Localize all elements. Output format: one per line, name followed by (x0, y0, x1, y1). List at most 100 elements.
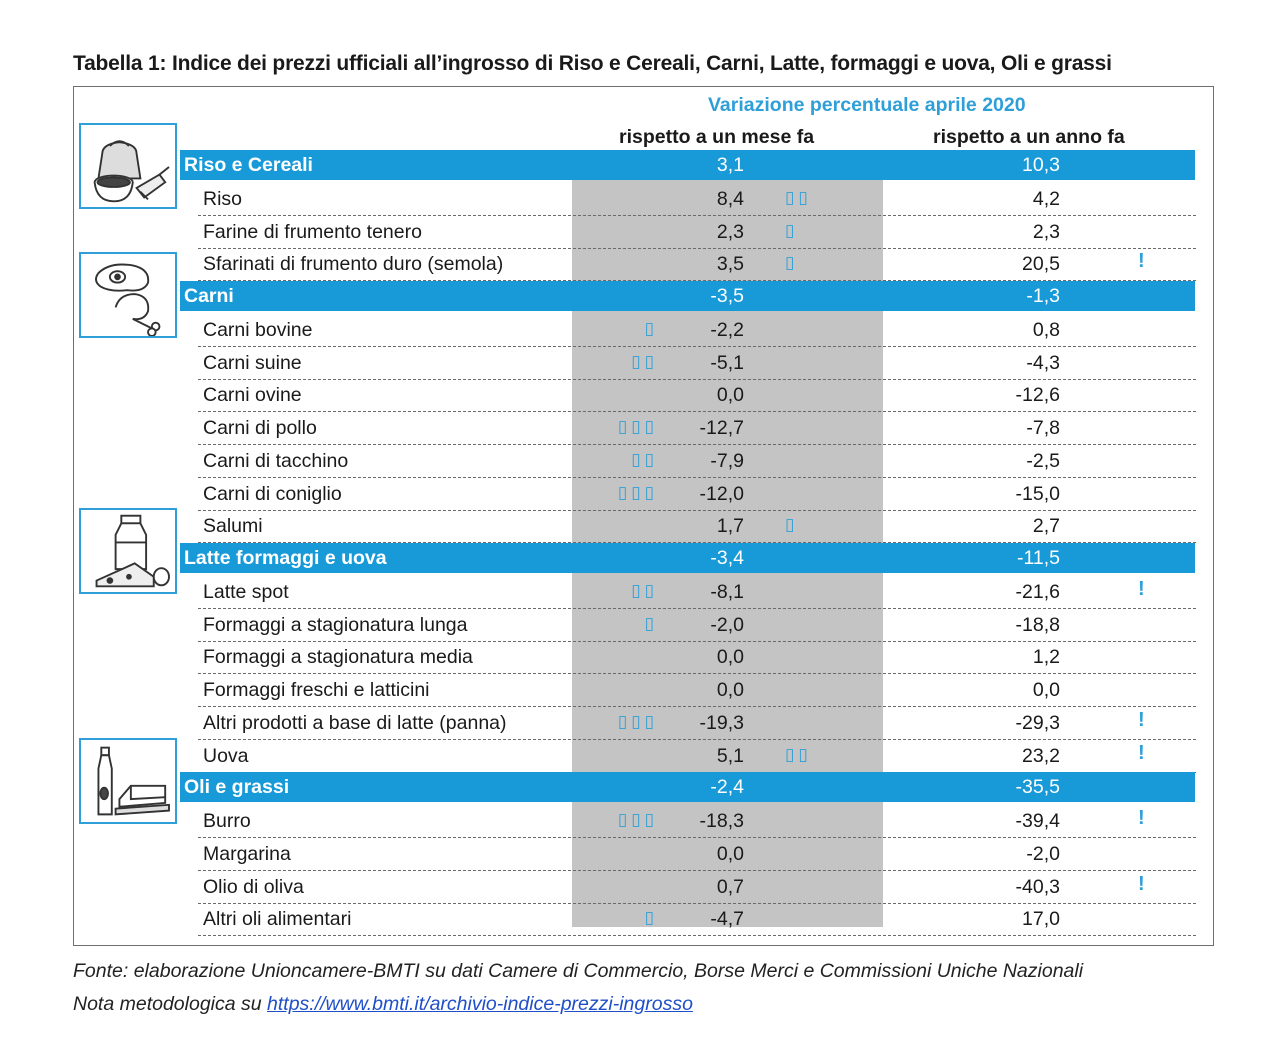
trend-down-icon: ▯▯ (631, 351, 658, 372)
table-row: Salumi ▯ 1,7 2,7 (0, 510, 1276, 544)
year-change-value: -15,0 (1015, 482, 1060, 505)
row-divider (198, 509, 1196, 511)
row-label: Carni ovine (203, 384, 302, 407)
methodology-note: Nota metodologica su https://www.bmti.it… (73, 993, 693, 1016)
year-change-value: 23,2 (1022, 744, 1060, 767)
trend-down-icon: ▯▯▯ (617, 417, 658, 437)
row-divider (198, 607, 1196, 609)
alert-icon: ! (1138, 807, 1145, 829)
row-divider (198, 345, 1196, 347)
year-change-value: 0,0 (1032, 679, 1060, 701)
trend-up-icon: ▯ (785, 220, 799, 241)
month-change-value: 0,0 (716, 679, 744, 701)
row-divider (198, 935, 1196, 937)
row-divider (198, 771, 1196, 773)
year-change-value: -11,5 (1017, 547, 1060, 569)
year-change-value: 0,8 (1032, 318, 1060, 341)
table-row: Carni ovine 0,0 -12,6 (0, 379, 1276, 413)
year-change-value: -39,4 (1015, 810, 1060, 832)
category-label: Carni (184, 285, 234, 307)
year-change-value: 17,0 (1022, 908, 1060, 931)
category-band (180, 150, 1195, 180)
row-label: Formaggi a stagionatura media (203, 646, 473, 669)
year-change-value: 20,5 (1022, 253, 1060, 276)
alert-icon: ! (1138, 250, 1145, 273)
trend-down-icon: ▯▯▯ (617, 482, 658, 503)
year-change-value: 2,7 (1032, 515, 1060, 538)
row-label: Carni di tacchino (203, 449, 349, 472)
row-label: Latte spot (203, 580, 289, 603)
row-label: Riso (203, 187, 243, 210)
source-note: Fonte: elaborazione Unioncamere-BMTI su … (73, 960, 1084, 982)
trend-up-icon: ▯ (785, 253, 799, 274)
row-divider (198, 280, 1196, 282)
table-frame (73, 86, 1214, 946)
category-label: Latte formaggi e uova (184, 547, 387, 569)
row-divider (198, 214, 1196, 216)
row-divider (198, 738, 1196, 740)
col-header-year: rispetto a un anno fa (933, 126, 1125, 148)
month-change-value: -2,2 (710, 318, 744, 341)
month-change-value: 0,0 (716, 384, 744, 407)
month-change-value: -3,4 (710, 547, 744, 569)
row-label: Carni di pollo (203, 417, 317, 439)
table-row: Formaggi a stagionatura lunga ▯ -2,0 -18,8 (0, 609, 1276, 642)
row-label: Sfarinati di frumento duro (semola) (203, 253, 504, 276)
table-row: Carni di pollo ▯▯▯ -12,7 -7,8 (0, 412, 1276, 445)
year-change-value: -1,3 (1026, 285, 1060, 307)
month-change-value: -12,0 (699, 482, 744, 505)
table-row: Carni bovine ▯ -2,2 0,8 (0, 314, 1276, 347)
row-divider (198, 444, 1196, 445)
table-title: Tabella 1: Indice dei prezzi ufficiali a… (73, 52, 1112, 75)
month-change-value: 5,1 (716, 744, 744, 767)
table-row: Latte spot ▯▯ -8,1 -21,6! (0, 576, 1276, 609)
col-header-month: rispetto a un mese fa (619, 126, 815, 148)
year-change-value: -12,6 (1015, 384, 1060, 407)
category-row: Carni -3,5 -1,3 (0, 281, 1276, 314)
row-label: Burro (203, 810, 251, 832)
row-divider (198, 476, 1196, 478)
methodology-link[interactable]: https://www.bmti.it/archivio-indice-prez… (267, 993, 693, 1015)
year-change-value: 1,2 (1032, 646, 1060, 669)
table-row: Formaggi freschi e latticini 0,0 0,0 (0, 674, 1276, 707)
alert-icon: ! (1138, 577, 1145, 600)
year-change-value: 4,2 (1032, 187, 1060, 210)
month-change-value: -8,1 (710, 580, 744, 603)
month-change-value: 1,7 (716, 515, 744, 538)
row-label: Altri oli alimentari (203, 908, 352, 931)
row-label: Carni bovine (203, 318, 313, 341)
dairy-icon (79, 508, 177, 594)
alert-icon: ! (1138, 708, 1145, 731)
month-change-value: -2,0 (710, 613, 744, 636)
year-change-value: -21,6 (1015, 580, 1060, 603)
row-label: Olio di oliva (203, 875, 304, 898)
row-divider (198, 542, 1196, 544)
table-row: Sfarinati di frumento duro (semola) ▯ 3,5 2… (0, 248, 1276, 282)
table-row: Uova ▯▯ 5,1 23,2! (0, 740, 1276, 773)
row-divider (198, 378, 1196, 380)
table-row: Formaggi a stagionatura media 0,0 1,2 (0, 641, 1276, 675)
row-label: Formaggi freschi e latticini (203, 679, 430, 701)
oil-butter-icon (79, 738, 177, 824)
category-row: Latte formaggi e uova -3,4 -11,5 (0, 543, 1276, 576)
trend-up-icon: ▯▯ (785, 744, 812, 765)
year-change-value: 10,3 (1022, 154, 1060, 176)
trend-down-icon: ▯ (644, 613, 658, 634)
month-change-value: 3,1 (716, 154, 744, 176)
trend-down-icon: ▯▯ (631, 449, 658, 470)
row-label: Farine di frumento tenero (203, 220, 422, 243)
row-label: Formaggi a stagionatura lunga (203, 613, 468, 636)
month-change-value: 2,3 (716, 220, 744, 243)
year-change-value: -2,5 (1026, 449, 1060, 472)
month-change-value: -3,5 (710, 285, 744, 307)
row-label: Uova (203, 744, 249, 767)
trend-up-icon: ▯▯ (785, 187, 812, 208)
month-change-value: -7,9 (710, 449, 744, 472)
year-change-value: 2,3 (1032, 220, 1060, 243)
row-divider (198, 247, 1196, 249)
trend-down-icon: ▯ (644, 318, 658, 339)
trend-down-icon: ▯▯▯ (617, 711, 658, 732)
row-divider (198, 902, 1196, 904)
table-row: Carni suine ▯▯ -5,1 -4,3 (0, 347, 1276, 380)
row-divider (198, 673, 1196, 675)
